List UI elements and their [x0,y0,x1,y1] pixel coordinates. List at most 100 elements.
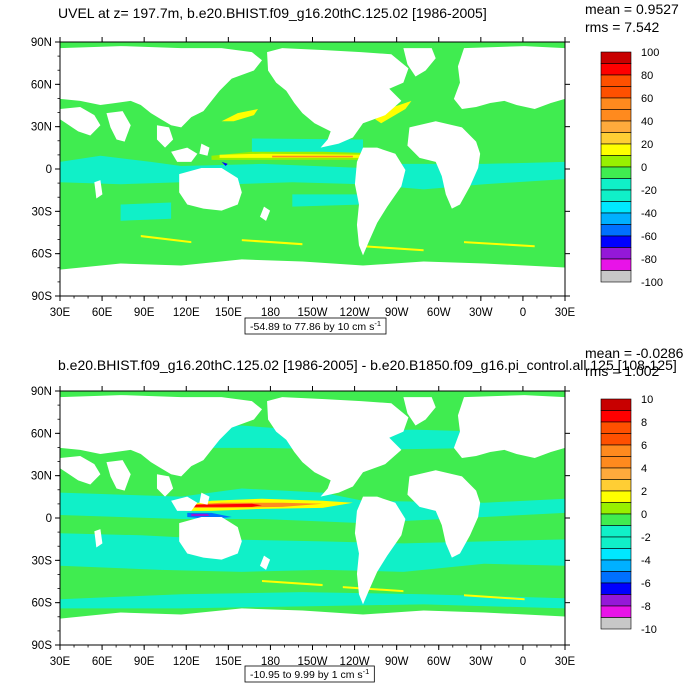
colorbar-box [600,189,632,202]
lat-label: 60N [31,79,52,91]
lon-label: 90E [134,307,155,319]
lon-label: 90E [134,656,155,668]
panel-title: UVEL at z= 197.7m, b.e20.BHIST.f09_g16.2… [58,5,487,21]
lat-label: 60S [32,598,53,610]
map-field [60,42,565,296]
colorbar-box [600,212,632,225]
lon-label: 60W [427,307,451,319]
lon-label: 90W [385,656,409,668]
lon-label: 150E [215,656,242,668]
lon-label: 30W [469,656,493,668]
colorbar-label: 0 [641,509,647,521]
contour-range-text: -54.89 to 77.86 by 10 cm s-1 [250,319,381,333]
acc-streak [241,239,303,246]
colorbar-box [600,525,632,538]
colorbar-label: 8 [641,417,647,429]
undercurrent-max [272,155,353,158]
colorbar-box [600,132,632,145]
colorbar-box [600,155,632,168]
lat-label: 90S [32,291,53,303]
colorbar-label: -8 [641,601,651,613]
colorbar-box [600,617,632,630]
colorbar-label: 0 [641,162,647,174]
colorbar-label: -80 [641,254,657,266]
colorbar-box [600,605,632,618]
colorbar-label: -100 [641,277,663,289]
acc-streak [464,241,535,248]
colorbar-label: -4 [641,555,651,567]
colorbar-label: 60 [641,93,653,105]
panel-title: b.e20.BHIST.f09_g16.20thC.125.02 [1986-2… [58,357,677,373]
colorbar-box [600,235,632,248]
lat-label: 0 [46,164,52,176]
colorbar-box [600,536,632,549]
colorbar-box [600,513,632,526]
lat-label: 60S [32,249,53,261]
colorbar-box [600,467,632,480]
colorbar-label: -40 [641,208,657,220]
colorbar: 10 8 6 4 2 0 -2 -4 -6 -8 -10 [600,394,657,636]
lon-label: 60W [427,656,451,668]
lat-label: 90S [32,640,53,652]
colorbar-box [600,178,632,191]
lon-label: 60E [92,656,113,668]
kuroshio-band [221,109,258,122]
rms-label: rms = 7.542 [585,19,660,35]
lon-label: 150W [297,656,327,668]
lat-label: 30N [31,471,52,483]
colorbar-box [600,571,632,584]
colorbar-box [600,51,632,64]
lon-label: 30E [50,656,71,668]
colorbar-box [600,86,632,99]
colorbar-box [600,421,632,434]
colorbar-box [600,582,632,595]
lat-label: 30N [31,122,52,134]
map-panel-1: UVEL at z= 197.7m, b.e20.BHIST.f09_g16.2… [31,1,679,335]
colorbar-box [600,97,632,110]
lon-label: 30W [469,307,493,319]
westward-spot [221,161,228,166]
colorbar-label: 6 [641,440,647,452]
colorbar-box [600,548,632,561]
colorbar-box [600,559,632,572]
weak-flow-band [60,592,565,609]
contour-range-text: -10.95 to 9.99 by 1 cm s-1 [250,667,369,681]
colorbar-box [600,410,632,423]
map-field [60,391,565,645]
lon-label: 120W [340,307,370,319]
colorbar-box [600,433,632,446]
unit-exponent: -1 [363,667,370,676]
colorbar-box [600,479,632,492]
colorbar-box [600,247,632,260]
mean-label: mean = -0.0286 [585,345,684,361]
lon-label: 0 [520,656,526,668]
colorbar-label: -6 [641,578,651,590]
contour-range-label: -10.95 to 9.99 by 1 cm s-1 [244,665,375,683]
anomaly-streak [464,594,525,601]
negative-anomaly-core [191,513,210,516]
anomaly-streak [262,579,323,587]
colorbar-box [600,594,632,607]
colorbar-box [600,490,632,503]
colorbar-box [600,109,632,122]
lon-label: 120E [173,307,200,319]
colorbar-label: 10 [641,394,653,406]
lon-label: 30E [555,307,576,319]
lat-label: 90N [31,37,52,49]
lon-label: 180 [261,656,280,668]
lat-label: 0 [46,513,52,525]
map-panel-2: b.e20.BHIST.f09_g16.20thC.125.02 [1986-2… [31,345,684,683]
mean-label: mean = 0.9527 [585,1,679,17]
lat-label: 60N [31,428,52,440]
lon-label: 120E [173,656,200,668]
lon-label: 120W [340,656,370,668]
colorbar-label: -10 [641,624,657,636]
lat-label: 30S [32,206,53,218]
colorbar-box [600,502,632,515]
lon-label: 0 [520,307,526,319]
lon-label: 180 [261,307,280,319]
anomaly-streak [342,586,404,593]
colorbar-box [600,444,632,457]
